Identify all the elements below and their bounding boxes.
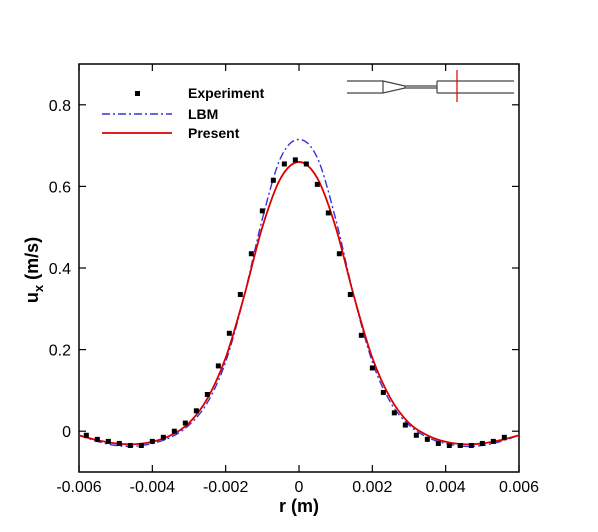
- experiment-point: [193, 408, 199, 414]
- experiment-point: [347, 292, 353, 298]
- y-tick-label: 0.2: [49, 343, 71, 360]
- experiment-point: [369, 365, 375, 371]
- y-axis-title: ux (m/s): [22, 237, 46, 303]
- inset-box-right: [436, 80, 514, 94]
- inset-taper-left: [382, 80, 406, 94]
- experiment-point: [281, 161, 287, 167]
- experiment-point: [116, 440, 122, 446]
- y-tick-label: 0.6: [49, 179, 71, 196]
- experiment-point: [380, 389, 386, 395]
- x-tick-label: 0.004: [426, 479, 466, 496]
- geometry-inset: [347, 70, 514, 102]
- legend-label-lbm: LBM: [188, 106, 218, 122]
- x-axis-ticks: -0.006 -0.004 -0.002 0 0.002 0.004 0.006: [56, 64, 539, 496]
- experiment-point: [479, 440, 485, 446]
- series-layer: [79, 138, 519, 448]
- experiment-point: [204, 391, 210, 397]
- x-tick-label: -0.004: [130, 479, 175, 496]
- y-axis-ticks: 0 0.2 0.4 0.6 0.8: [49, 98, 519, 441]
- experiment-point: [105, 438, 111, 444]
- experiment-point: [149, 438, 155, 444]
- experiment-point: [446, 442, 452, 448]
- y-axis-title-subscript: x: [31, 284, 46, 292]
- experiment-point: [182, 420, 188, 426]
- y-axis-title-unit: (m/s): [22, 237, 42, 285]
- experiment-point: [259, 208, 265, 214]
- legend-label-experiment: Experiment: [188, 85, 265, 101]
- experiment-point: [83, 432, 89, 438]
- x-tick-label: -0.006: [56, 479, 101, 496]
- legend-marker-experiment: [135, 91, 140, 96]
- series-points-experiment: [83, 157, 507, 448]
- experiment-point: [336, 251, 342, 257]
- experiment-point: [457, 442, 463, 448]
- experiment-point: [314, 181, 320, 187]
- x-tick-label: 0.002: [352, 479, 392, 496]
- experiment-point: [402, 422, 408, 428]
- y-tick-label: 0.8: [49, 98, 71, 115]
- x-tick-label: -0.002: [203, 479, 248, 496]
- series-line-lbm: [79, 138, 519, 448]
- experiment-point: [303, 161, 309, 167]
- experiment-point: [127, 442, 133, 448]
- x-tick-label: 0: [295, 479, 304, 496]
- experiment-point: [325, 210, 331, 216]
- experiment-point: [226, 330, 232, 336]
- experiment-point: [270, 177, 276, 183]
- y-tick-label: 0: [62, 424, 71, 441]
- experiment-point: [94, 436, 100, 442]
- y-axis-title-main: u: [22, 292, 42, 303]
- experiment-point: [215, 363, 221, 369]
- experiment-point: [171, 428, 177, 434]
- experiment-point: [138, 442, 144, 448]
- series-line-present: [79, 161, 519, 446]
- experiment-point: [468, 442, 474, 448]
- experiment-point: [160, 434, 166, 440]
- experiment-point: [292, 157, 298, 163]
- y-tick-label: 0.4: [49, 261, 71, 278]
- x-axis-title: r (m): [279, 496, 319, 516]
- experiment-point: [391, 410, 397, 416]
- experiment-point: [237, 292, 243, 298]
- legend-label-present: Present: [188, 125, 240, 141]
- experiment-point: [424, 436, 430, 442]
- experiment-point: [435, 440, 441, 446]
- experiment-point: [248, 251, 254, 257]
- plot-frame: [78, 63, 520, 473]
- legend: Experiment LBM Present: [102, 85, 265, 141]
- experiment-point: [358, 332, 364, 338]
- x-tick-label: 0.006: [499, 479, 539, 496]
- experiment-point: [501, 434, 507, 440]
- experiment-point: [413, 432, 419, 438]
- experiment-point: [490, 438, 496, 444]
